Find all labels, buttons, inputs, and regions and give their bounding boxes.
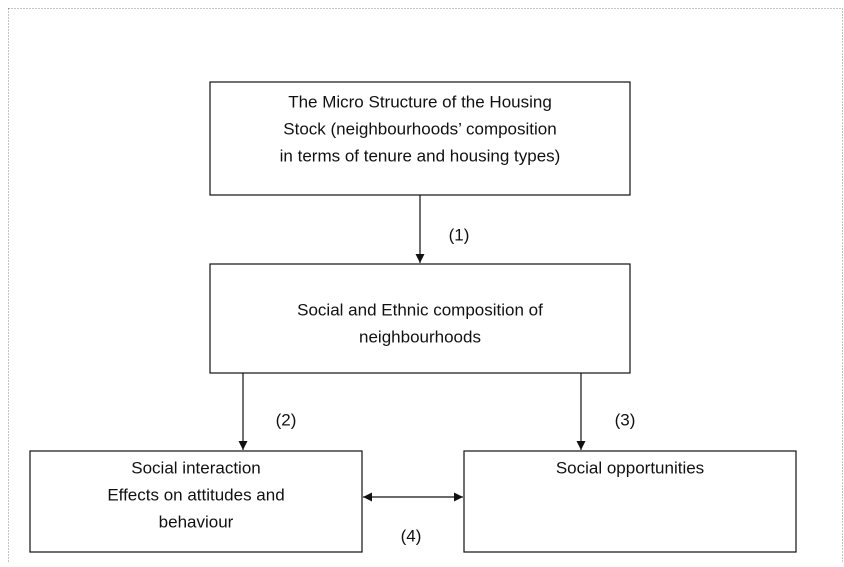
node-text: neighbourhoods (359, 327, 481, 346)
node-text: Effects on attitudes and (107, 485, 284, 504)
box-composition (209, 263, 631, 374)
edge-label: (1) (449, 225, 470, 244)
node-text: Social opportunities (556, 458, 704, 477)
frame (8, 8, 843, 567)
box-social-opportunities (463, 450, 797, 553)
edge-label: (4) (401, 526, 422, 545)
node-text: Social interaction (131, 458, 260, 477)
node-text: behaviour (159, 512, 234, 531)
node-text: The Micro Structure of the Housing (288, 92, 552, 111)
edge-label: (3) (615, 410, 636, 429)
node-text: in terms of tenure and housing types) (280, 146, 561, 165)
node-text: Stock (neighbourhoods’ composition (283, 119, 556, 138)
node-text: Social and Ethnic composition of (297, 300, 543, 319)
edge-label: (2) (276, 410, 297, 429)
box-social-interaction (29, 450, 363, 553)
